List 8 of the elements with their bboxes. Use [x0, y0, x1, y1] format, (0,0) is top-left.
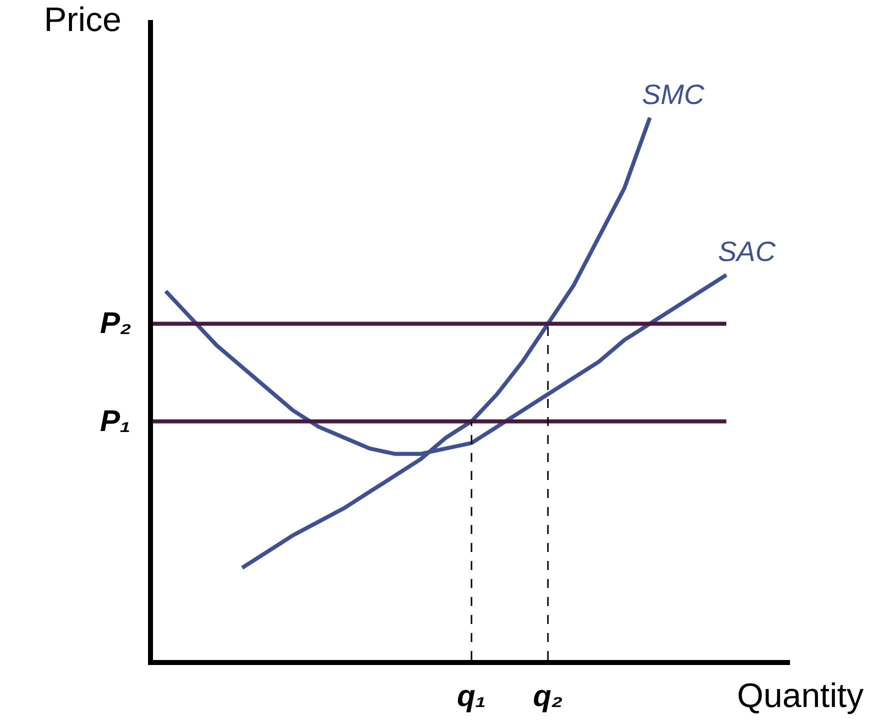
annotation: q₂: [533, 680, 563, 713]
ref-line-label: P₂: [100, 307, 132, 340]
series-label: SMC: [642, 79, 705, 110]
annotation: q₁: [457, 680, 486, 713]
x-axis-title: Quantity: [737, 677, 864, 715]
series-label: SAC: [718, 236, 776, 267]
y-axis-title: Price: [44, 1, 122, 39]
ref-line-label: P₁: [100, 405, 131, 438]
